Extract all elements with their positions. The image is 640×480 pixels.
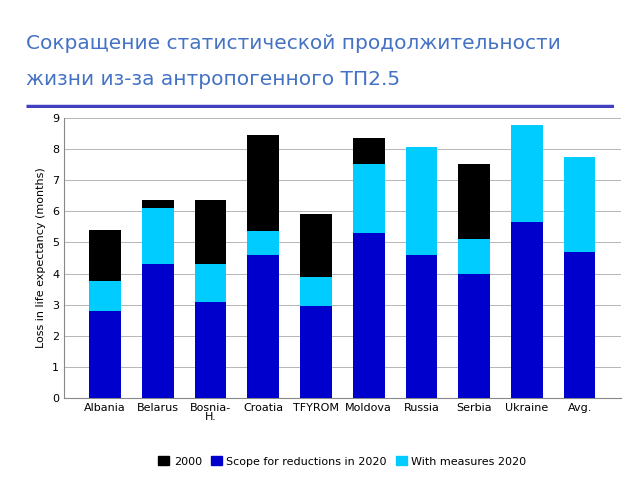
Bar xyxy=(248,255,279,398)
Bar xyxy=(458,164,490,398)
Bar xyxy=(564,252,595,398)
Bar xyxy=(248,231,279,255)
Bar xyxy=(195,264,227,302)
Bar xyxy=(142,200,173,398)
Bar xyxy=(142,208,173,264)
Bar xyxy=(458,274,490,398)
Bar xyxy=(90,311,121,398)
Bar xyxy=(458,240,490,274)
Y-axis label: Loss in life expectancy (months): Loss in life expectancy (months) xyxy=(36,168,47,348)
Bar xyxy=(406,183,437,398)
Text: жизни из-за антропогенного ТП2.5: жизни из-за антропогенного ТП2.5 xyxy=(26,70,400,89)
Bar xyxy=(90,281,121,311)
Bar xyxy=(564,156,595,252)
Bar xyxy=(564,179,595,398)
Bar xyxy=(353,233,385,398)
Bar xyxy=(300,306,332,398)
Bar xyxy=(511,125,543,222)
Bar xyxy=(406,255,437,398)
Bar xyxy=(511,149,543,398)
Bar xyxy=(195,200,227,398)
Bar xyxy=(511,222,543,398)
Bar xyxy=(248,135,279,398)
Bar xyxy=(90,230,121,398)
Text: Сокращение статистической продолжительности: Сокращение статистической продолжительно… xyxy=(26,34,561,53)
Bar xyxy=(353,164,385,233)
Bar xyxy=(300,215,332,398)
Bar xyxy=(300,276,332,306)
Bar xyxy=(195,302,227,398)
Legend: 2000, Scope for reductions in 2020, With measures 2020: 2000, Scope for reductions in 2020, With… xyxy=(154,452,531,471)
Bar xyxy=(406,147,437,255)
Bar xyxy=(142,264,173,398)
Bar xyxy=(353,138,385,398)
